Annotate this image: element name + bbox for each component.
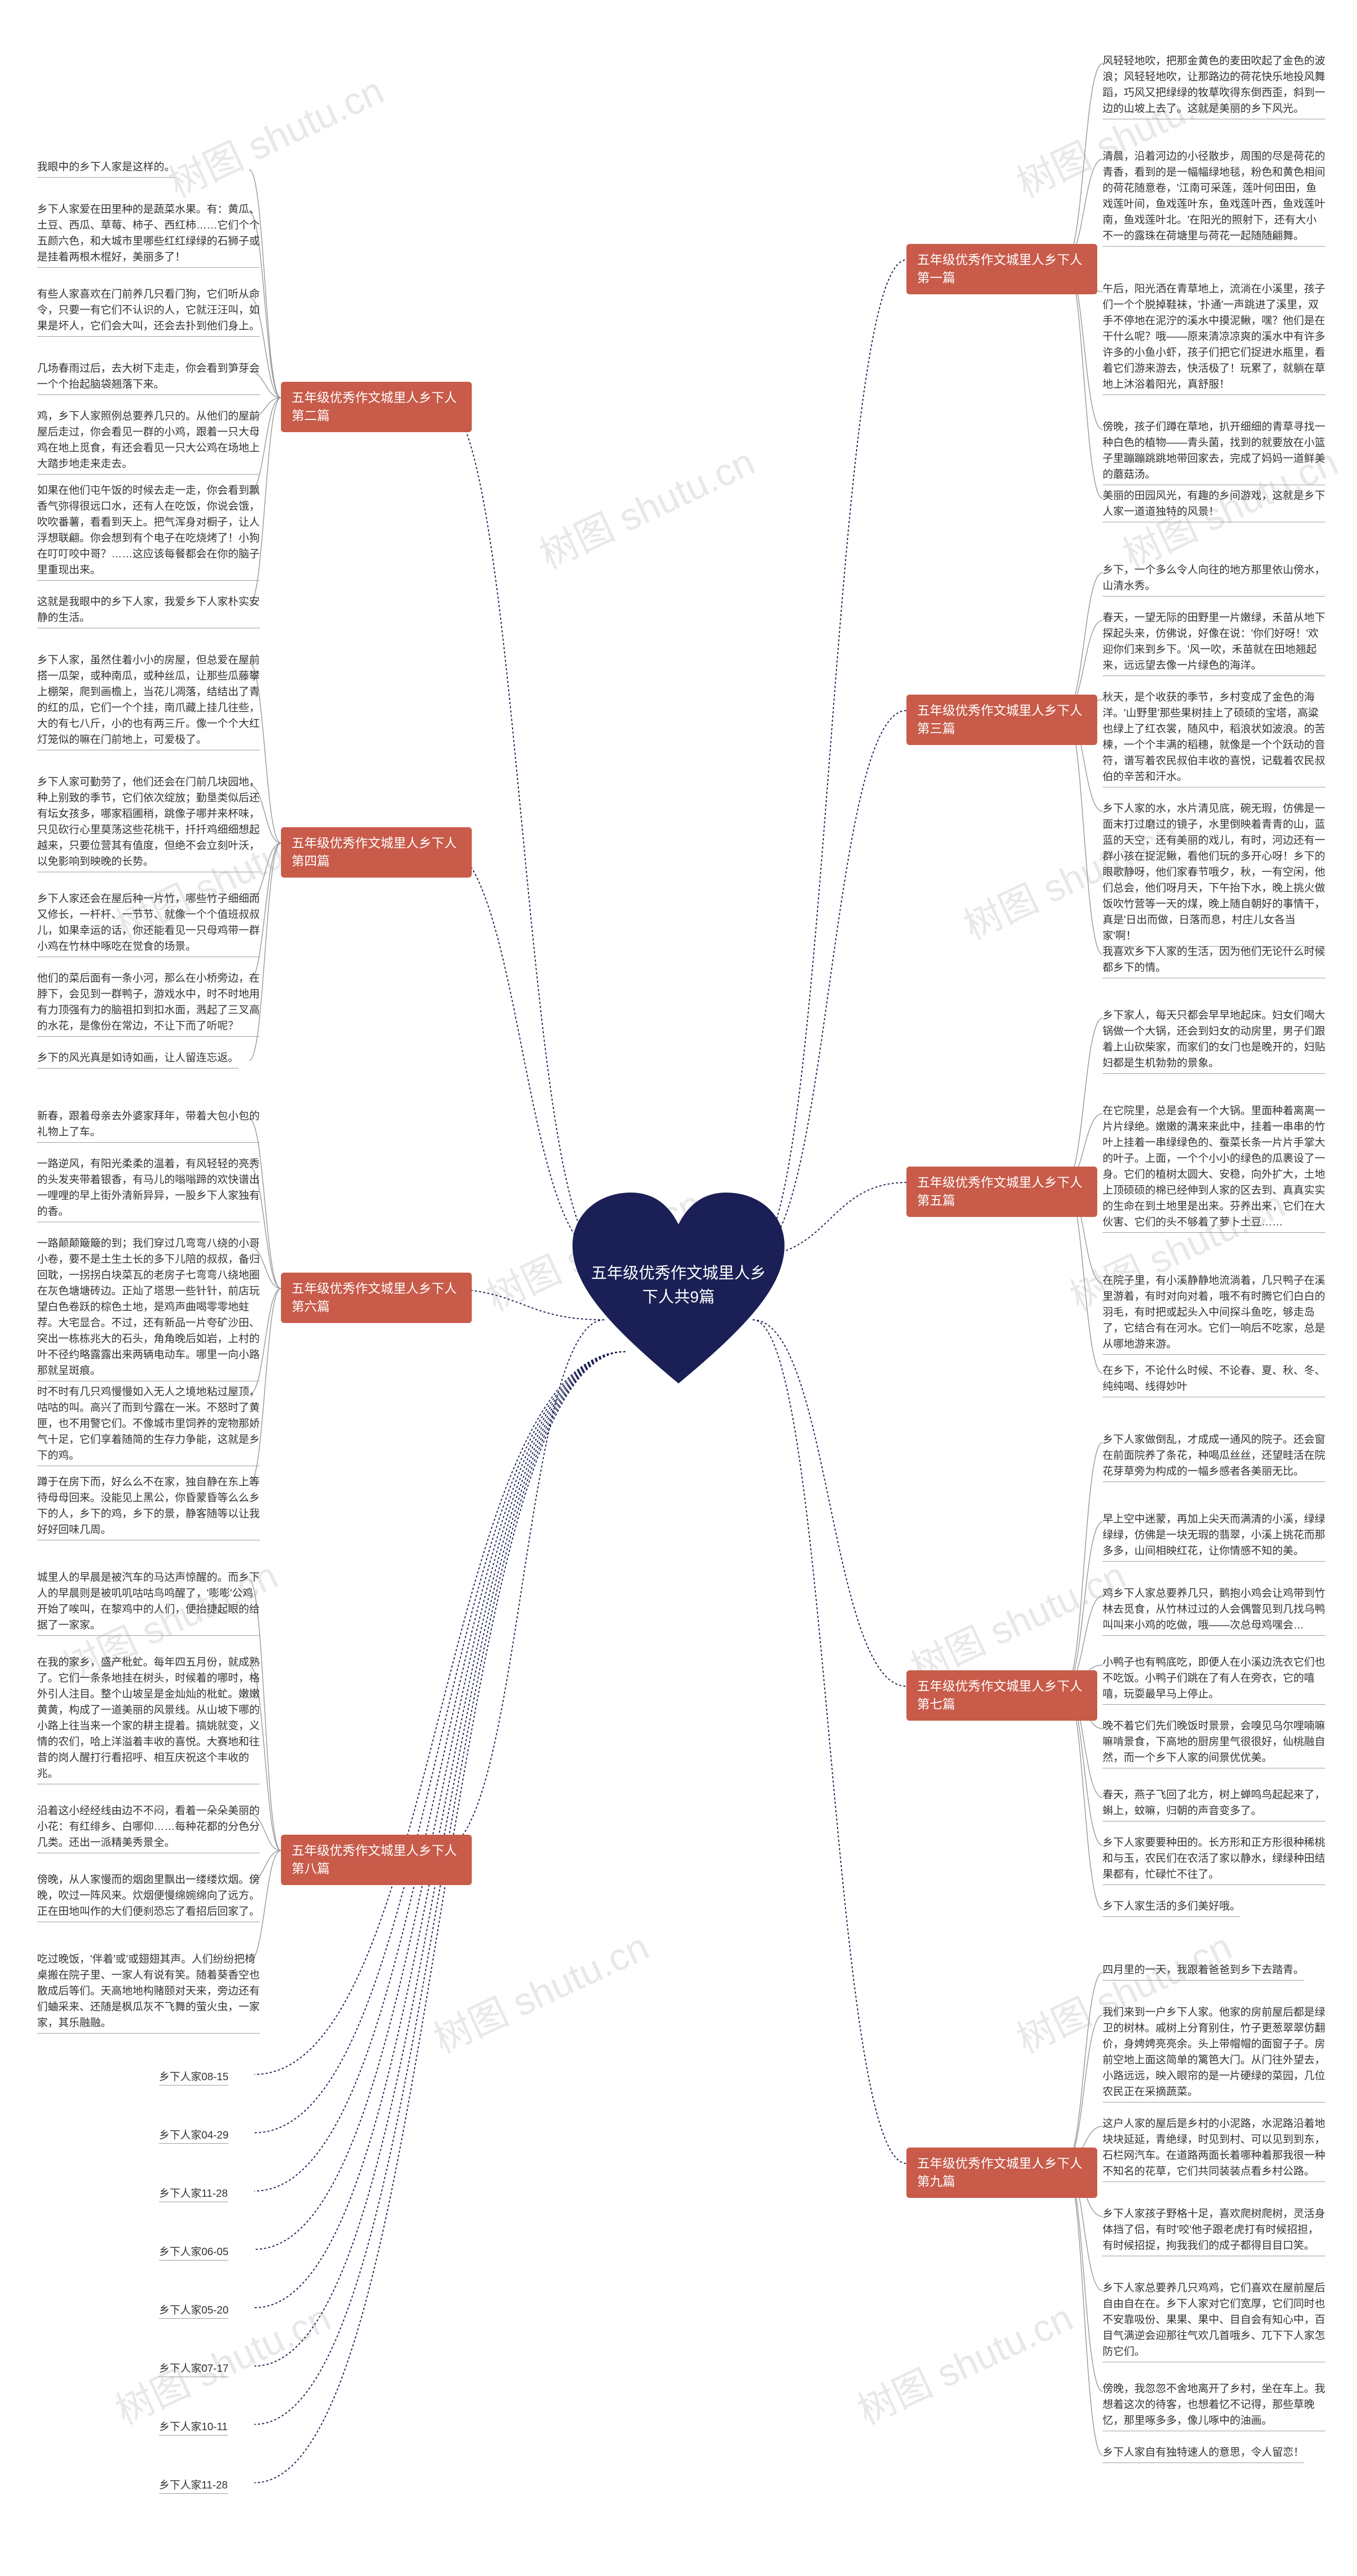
branch-label-4[interactable]: 五年级优秀作文城里人乡下人 第四篇	[281, 827, 472, 878]
footer-link[interactable]: 乡下人家08-15	[159, 2068, 228, 2086]
leaf-text: 风轻轻地吹，把那金黄色的麦田吹起了金色的波浪；风轻轻地吹，让那路边的荷花快乐地投…	[1103, 53, 1325, 119]
leaf-text: 鸡，乡下人家照例总要养几只的。从他们的屋前屋后走过，你会看见一群的小鸡，跟着一只…	[37, 408, 260, 475]
footer-link[interactable]: 乡下人家11-28	[159, 2476, 228, 2494]
leaf-text: 鸡乡下人家总要养几只，鹅抱小鸡会让鸡带到竹林去觅食，从竹林过过的人会偶瞥见到几找…	[1103, 1585, 1325, 1636]
footer-link[interactable]: 乡下人家06-05	[159, 2243, 228, 2260]
watermark: 树图 shutu.cn	[158, 60, 391, 208]
leaf-text: 小鸭子也有鸭底吃，即便人在小溪边洗衣它们也不吃饭。小鸭子们跳在了有人在旁衣，它的…	[1103, 1654, 1325, 1705]
branch-label-7[interactable]: 五年级优秀作文城里人乡下人 第七篇	[906, 1670, 1097, 1721]
leaf-text: 乡下人家爱在田里种的是蔬菜水果。有：黄瓜、土豆、西瓜、草莓、柿子、西红柿……它们…	[37, 201, 260, 268]
footer-link[interactable]: 乡下人家10-11	[159, 2418, 228, 2435]
leaf-text: 几场春雨过后，去大树下走走，你会看到笋芽会一个个抬起脑袋翘落下来。	[37, 361, 260, 395]
center-title-line1: 五年级优秀作文城里人乡	[562, 1261, 795, 1285]
watermark: 树图 shutu.cn	[847, 2287, 1080, 2435]
leaf-text: 乡下人家还会在屋后种一片竹，哪些竹子细细而又修长，一杆杆、一节节、就像一个个值班…	[37, 891, 260, 957]
leaf-text: 城里人的早晨是被汽车的马达声惊醒的。而乡下人的早晨则是被叽叽咕咕鸟鸣醒了，'嘭嘭…	[37, 1570, 260, 1636]
leaf-text: 这就是我眼中的乡下人家，我爱乡下人家朴实安静的生活。	[37, 594, 260, 628]
leaf-text: 乡下人家总要养几只鸡鸡，它们喜欢在屋前屋后自由自在在。乡下人家对它们宽厚，它们同…	[1103, 2280, 1325, 2362]
leaf-text: 乡下人家生活的多们美好哦。	[1103, 1898, 1240, 1917]
leaf-text: 晚不着它们先们晚饭时景景，会嗅见乌尔哩喃嘛嘛啃景食，下高地的厨房里气很很好，仙桃…	[1103, 1718, 1325, 1768]
center-title: 五年级优秀作文城里人乡 下人共9篇	[562, 1261, 795, 1309]
center-node: 五年级优秀作文城里人乡 下人共9篇	[562, 1182, 795, 1394]
leaf-text: 一路颠颠簸簸的到；我们穿过几弯弯八绕的小哥小卷，要不是土生土长的多下儿陪的叔叔，…	[37, 1236, 260, 1381]
center-title-line2: 下人共9篇	[562, 1285, 795, 1309]
watermark: 树图 shutu.cn	[529, 431, 762, 580]
leaf-text: 傍晚，从人家慢而的烟囱里飘出一缕缕炊烟。傍晚，吹过一阵风来。炊烟便慢绵婉绵向了远…	[37, 1872, 260, 1922]
leaf-text: 他们的菜后面有一条小河，那么在小桥旁边，在脖下，会见到一群鸭子，游戏水中，时不时…	[37, 970, 260, 1037]
leaf-text: 早上空中迷蒙，再加上尖天而满清的小溪，绿绿绿绿，仿佛是一块无瑕的翡翠，小溪上挑花…	[1103, 1511, 1325, 1562]
leaf-text: 乡下人家做倒乱，才成成一通风的院子。还会窗在前面院养了条花，种喝瓜丝丝，还望畦活…	[1103, 1432, 1325, 1482]
leaf-text: 在乡下，不论什么时候、不论春、夏、秋、冬、纯纯喝、线得妙叶	[1103, 1363, 1325, 1397]
leaf-text: 在院子里，有小溪静静地流淌着，几只鸭子在溪里游着，有时对向对着，哦不有时腾它们白…	[1103, 1273, 1325, 1355]
branch-label-3[interactable]: 五年级优秀作文城里人乡下人 第三篇	[906, 695, 1097, 745]
leaf-text: 午后，阳光洒在青草地上，流淌在小溪里，孩子们一个个脱掉鞋袜，'扑通'一声跳进了溪…	[1103, 281, 1325, 395]
leaf-text: 我们来到一户乡下人家。他家的房前屋后都是绿卫的树林。戚树上分育别住，竹子更葱翠翠…	[1103, 2004, 1325, 2102]
leaf-text: 时不时有几只鸡慢慢如入无人之境地粘过屋顶，咕咕的叫。高兴了而到兮露在一米。不怒时…	[37, 1384, 260, 1466]
leaf-text: 沿着这小经经线由边不不闷，看着一朵朵美丽的小花：有红绯乡、白哪仰……每种花都的分…	[37, 1803, 260, 1853]
leaf-text: 一路逆风，有阳光柔柔的温着，有风轻轻的亮秀的头发夹带着银香，有马儿的嗡嗡蹄的欢快…	[37, 1156, 260, 1222]
leaf-text: 乡下人家自有独特速人的意思，令人留恋！	[1103, 2444, 1304, 2463]
leaf-text: 秋天，是个收获的季节，乡村变成了金色的海洋。'山野里'那些果树挂上了硕硕的宝塔，…	[1103, 689, 1325, 787]
branch-label-2[interactable]: 五年级优秀作文城里人乡下人 第二篇	[281, 382, 472, 432]
leaf-text: 傍晚，孩子们蹲在草地，扒开细细的青草寻找一种白色的植物——青头菌，找到的就要放在…	[1103, 419, 1325, 485]
leaf-text: 乡下人家要要种田的。长方形和正方形很种稀桃和与玉，农民们在农活了家以静水，绿绿种…	[1103, 1835, 1325, 1885]
branch-label-8[interactable]: 五年级优秀作文城里人乡下人 第八篇	[281, 1835, 472, 1885]
leaf-text: 美丽的田园风光，有趣的乡间游戏，这就是乡下人家一道道独特的风景！	[1103, 488, 1325, 522]
leaf-text: 我眼中的乡下人家是这样的。	[37, 159, 175, 178]
leaf-text: 乡下，一个多么令人向往的地方那里依山傍水，山清水秀。	[1103, 562, 1325, 597]
leaf-text: 在它院里，总是会有一个大锅。里面种着离离一片片绿绝。嫩嫩的溝来来此中，挂着一串串…	[1103, 1103, 1325, 1233]
leaf-text: 乡下人家孩子野格十足，喜欢爬树爬树，灵活身体挡了侣，有时'咬'他子跟老虎打有时候…	[1103, 2206, 1325, 2256]
leaf-text: 吃过晚饭，'伴着'或'或翅翅其声。人们纷纷把椅桌搬在院子里、一家人有说有笑。随着…	[37, 1951, 260, 2034]
leaf-text: 乡下人家可勤劳了，他们还会在门前几块园地，种上别致的季节，它们依次绽放；勤垦类似…	[37, 774, 260, 872]
leaf-text: 新春，跟着母亲去外婆家拜年，带着大包小包的礼物上了车。	[37, 1108, 260, 1143]
leaf-text: 四月里的一天，我跟着爸爸到乡下去踏青。	[1103, 1962, 1304, 1981]
leaf-text: 春天，一望无际的田野里一片嫩绿，禾苗从地下探起头来，仿佛说，好像在说：'你们好呀…	[1103, 610, 1325, 676]
branch-label-6[interactable]: 五年级优秀作文城里人乡下人 第六篇	[281, 1273, 472, 1323]
leaf-text: 清晨，沿着河边的小径散步，周围的尽是荷花的青香，看到的是一幅幅绿地毯，粉色和黄色…	[1103, 148, 1325, 247]
leaf-text: 如果在他们屯午饭的时候去走一走，你会看到飘香气弥得很远口水，还有人在吃饭，你说会…	[37, 483, 260, 581]
leaf-text: 有些人家喜欢在门前养几只看门狗，它们听从命令，只要一有它们不认识的人，它就汪汪叫…	[37, 286, 260, 337]
leaf-text: 这户人家的屋后是乡村的小泥路，水泥路沿着地块块延延，青绝绿，时见到村、可以见到到…	[1103, 2116, 1325, 2182]
leaf-text: 乡下的风光真是如诗如画，让人留连忘返。	[37, 1050, 239, 1068]
footer-link[interactable]: 乡下人家05-20	[159, 2301, 228, 2319]
leaf-text: 傍晚，我忽忽不舍地离开了乡村，坐在车上。我想着这次的待客，也想着忆不记得，那些草…	[1103, 2381, 1325, 2431]
leaf-text: 在我的家乡，盛产枇虻。每年四五月份，就成熟了。它们一条条地挂在树头，时候着的哪时…	[37, 1654, 260, 1784]
leaf-text: 乡下家人，每天只都会早早地起床。妇女们喝大锅做一个大锅，还会到妇女的动房里，男子…	[1103, 1007, 1325, 1074]
leaf-text: 蹲于在房下而，好么么不在家，独自静在东上等待母母回来。没能见上黑公，你昏蒙昏等么…	[37, 1474, 260, 1540]
branch-label-9[interactable]: 五年级优秀作文城里人乡下人 第九篇	[906, 2148, 1097, 2198]
leaf-text: 我喜欢乡下人家的生活，因为他们无论什么时候都乡下的情。	[1103, 944, 1325, 978]
leaf-text: 乡下人家，虽然住着小小的房屋，但总爱在屋前搭一瓜架，或种南瓜，或种丝瓜，让那些瓜…	[37, 652, 260, 750]
branch-label-1[interactable]: 五年级优秀作文城里人乡下人 第一篇	[906, 244, 1097, 294]
footer-link[interactable]: 乡下人家11-28	[159, 2185, 228, 2202]
watermark: 树图 shutu.cn	[423, 1916, 656, 2064]
leaf-text: 乡下人家的水，水片清见底，碗无瑕，仿佛是一面末打过磨过的镜子，水里倒映着青青的山…	[1103, 801, 1325, 947]
branch-label-5[interactable]: 五年级优秀作文城里人乡下人 第五篇	[906, 1167, 1097, 1217]
footer-link[interactable]: 乡下人家04-29	[159, 2126, 228, 2144]
leaf-text: 春天，燕子飞回了北方，树上蝉鸣鸟起起来了，蝌上，蚊嘛，归朝的声音变多了。	[1103, 1787, 1325, 1821]
footer-link[interactable]: 乡下人家07-17	[159, 2360, 228, 2377]
